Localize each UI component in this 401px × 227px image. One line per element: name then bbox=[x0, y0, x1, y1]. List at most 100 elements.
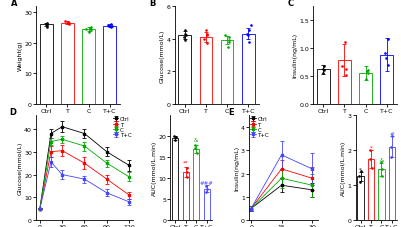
Text: &: & bbox=[194, 138, 198, 143]
Point bbox=[43, 26, 50, 29]
Point bbox=[107, 23, 114, 27]
Point bbox=[204, 42, 211, 46]
Point bbox=[321, 69, 328, 73]
Point bbox=[357, 180, 364, 184]
Point bbox=[172, 139, 178, 143]
Point bbox=[320, 65, 327, 68]
Point bbox=[388, 145, 394, 149]
Bar bbox=[204, 189, 210, 220]
Point bbox=[83, 28, 89, 32]
Point bbox=[107, 26, 114, 30]
Point bbox=[367, 149, 373, 152]
Point bbox=[367, 158, 373, 161]
Y-axis label: Weight(g): Weight(g) bbox=[18, 40, 23, 71]
Bar bbox=[200, 38, 212, 104]
Point bbox=[182, 33, 188, 36]
Point bbox=[184, 170, 190, 174]
Point bbox=[379, 175, 385, 178]
Point bbox=[183, 176, 190, 179]
Y-axis label: Insulin(ng/mL): Insulin(ng/mL) bbox=[235, 146, 239, 190]
Point bbox=[182, 29, 188, 33]
Point bbox=[342, 68, 349, 72]
Point bbox=[105, 24, 111, 27]
Point bbox=[43, 23, 49, 27]
Y-axis label: AUC(mmol/L.min): AUC(mmol/L.min) bbox=[341, 141, 346, 195]
Bar bbox=[357, 177, 364, 220]
Point bbox=[389, 135, 396, 138]
Y-axis label: Insulin(ng/mL): Insulin(ng/mL) bbox=[293, 33, 298, 78]
Point bbox=[203, 190, 209, 194]
Text: *: * bbox=[370, 145, 373, 150]
Point bbox=[192, 144, 198, 148]
Point bbox=[320, 68, 327, 72]
Point bbox=[203, 33, 210, 36]
Text: C: C bbox=[288, 0, 294, 8]
Text: &: & bbox=[379, 158, 384, 163]
Point bbox=[109, 25, 115, 28]
Point bbox=[222, 34, 228, 38]
Point bbox=[44, 24, 51, 27]
Point bbox=[64, 22, 71, 26]
Point bbox=[43, 23, 50, 26]
Point bbox=[365, 69, 371, 73]
Bar bbox=[221, 41, 233, 104]
Point bbox=[183, 166, 190, 170]
Point bbox=[182, 39, 188, 43]
Point bbox=[44, 22, 50, 25]
Bar bbox=[178, 36, 191, 104]
Bar bbox=[359, 74, 372, 104]
Point bbox=[342, 74, 349, 77]
Point bbox=[388, 156, 395, 159]
Text: ###: ### bbox=[200, 180, 214, 185]
Point bbox=[86, 31, 92, 35]
Point bbox=[194, 152, 200, 155]
Point bbox=[369, 166, 375, 170]
Point bbox=[245, 34, 251, 38]
Bar bbox=[61, 24, 74, 104]
Point bbox=[200, 37, 207, 41]
Point bbox=[377, 161, 384, 165]
Y-axis label: Glucose(mmol/L): Glucose(mmol/L) bbox=[18, 141, 23, 195]
Point bbox=[356, 175, 363, 178]
Bar bbox=[379, 170, 385, 220]
Point bbox=[204, 34, 211, 38]
Text: #: # bbox=[390, 131, 394, 136]
Text: **: ** bbox=[183, 160, 188, 165]
Point bbox=[357, 170, 364, 173]
Point bbox=[379, 168, 385, 172]
Bar bbox=[40, 25, 53, 104]
Point bbox=[87, 26, 94, 30]
Bar bbox=[193, 149, 199, 220]
Point bbox=[203, 187, 210, 191]
Point bbox=[384, 64, 391, 67]
Point bbox=[246, 41, 252, 44]
Y-axis label: AUC(mmol/L.min): AUC(mmol/L.min) bbox=[152, 141, 157, 195]
Point bbox=[181, 36, 188, 39]
Point bbox=[363, 77, 369, 81]
Point bbox=[225, 39, 232, 43]
Point bbox=[364, 70, 371, 74]
Legend: Ctrl, T, C, T+C: Ctrl, T, C, T+C bbox=[249, 116, 270, 138]
Bar bbox=[182, 172, 189, 220]
Point bbox=[383, 57, 389, 61]
Point bbox=[182, 34, 189, 38]
Bar bbox=[389, 147, 395, 220]
Y-axis label: Glucose(mmol/L): Glucose(mmol/L) bbox=[160, 29, 165, 82]
Point bbox=[66, 23, 72, 27]
Point bbox=[246, 29, 252, 33]
Point bbox=[320, 72, 327, 76]
Bar bbox=[103, 27, 116, 104]
Point bbox=[106, 25, 112, 28]
Point bbox=[226, 36, 232, 39]
Point bbox=[225, 46, 231, 49]
Point bbox=[87, 29, 94, 33]
Text: E: E bbox=[228, 107, 234, 116]
Point bbox=[171, 135, 177, 138]
Point bbox=[382, 52, 388, 56]
Point bbox=[62, 20, 68, 24]
Bar bbox=[368, 159, 374, 220]
Point bbox=[226, 41, 232, 44]
Point bbox=[342, 41, 348, 45]
Text: *: * bbox=[359, 167, 362, 172]
Bar bbox=[172, 139, 178, 220]
